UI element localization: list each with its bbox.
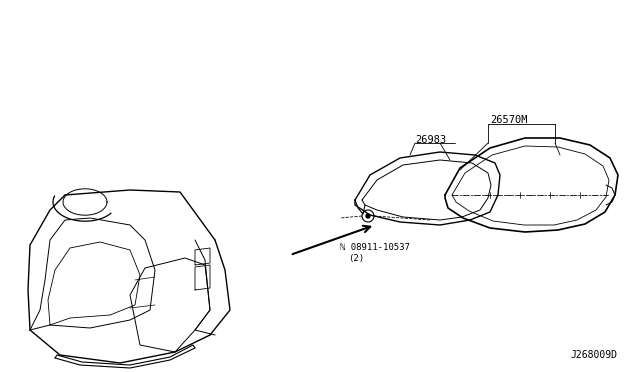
Circle shape [366,214,370,218]
Text: J268009D: J268009D [570,350,617,360]
Text: 26570M: 26570M [490,115,527,125]
Text: (2): (2) [348,253,364,263]
Text: ℕ 08911-10537: ℕ 08911-10537 [340,244,410,253]
Text: 26983: 26983 [415,135,446,145]
